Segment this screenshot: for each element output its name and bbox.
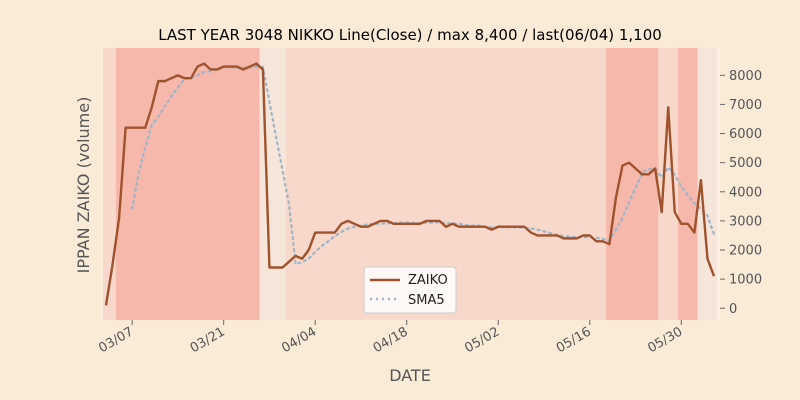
series-lines — [104, 62, 716, 306]
y-tick-label: 8000 — [729, 69, 762, 84]
y-tick-label: 4000 — [729, 185, 762, 200]
x-axis-label: DATE — [389, 366, 431, 385]
series-line-zaiko — [104, 62, 716, 306]
x-axis: 03/07 03/21 04/04 04/18 05/02 05/16 05/30 — [96, 320, 685, 356]
x-tick-label: 05/02 — [462, 324, 502, 356]
shade-band — [697, 48, 718, 320]
y-tick-label: 3000 — [729, 214, 762, 229]
y-axis: 0 1000 2000 3000 4000 5000 6000 7000 8000 — [720, 69, 762, 317]
shade-band — [115, 48, 260, 320]
shade-band — [102, 48, 116, 320]
shade-band — [658, 48, 679, 320]
legend-sma5-label: SMA5 — [408, 293, 445, 308]
y-tick-label: 0 — [729, 302, 737, 317]
shade-band — [645, 48, 659, 320]
x-tick-label: 04/04 — [279, 324, 319, 356]
legend-zaiko-label: ZAIKO — [408, 273, 448, 288]
shade-band — [678, 48, 698, 320]
y-tick-label: 7000 — [729, 98, 762, 113]
legend-box — [363, 266, 457, 314]
x-tick-label: 03/21 — [188, 324, 228, 356]
y-tick-label: 5000 — [729, 156, 762, 171]
x-tick-label: 03/07 — [96, 324, 136, 356]
y-tick-label: 6000 — [729, 127, 762, 142]
shade-band — [606, 48, 646, 320]
x-tick-label: 04/18 — [371, 324, 411, 356]
y-tick-label: 1000 — [729, 273, 762, 288]
y-axis-label: IPPAN ZAIKO (volume) — [74, 97, 93, 274]
x-tick-label: 05/30 — [645, 324, 685, 356]
x-tick-label: 05/16 — [554, 324, 594, 356]
chart-title: LAST YEAR 3048 NIKKO Line(Close) / max 8… — [158, 26, 662, 44]
y-tick-label: 2000 — [729, 244, 762, 259]
legend: ZAIKO SMA5 — [363, 266, 457, 314]
